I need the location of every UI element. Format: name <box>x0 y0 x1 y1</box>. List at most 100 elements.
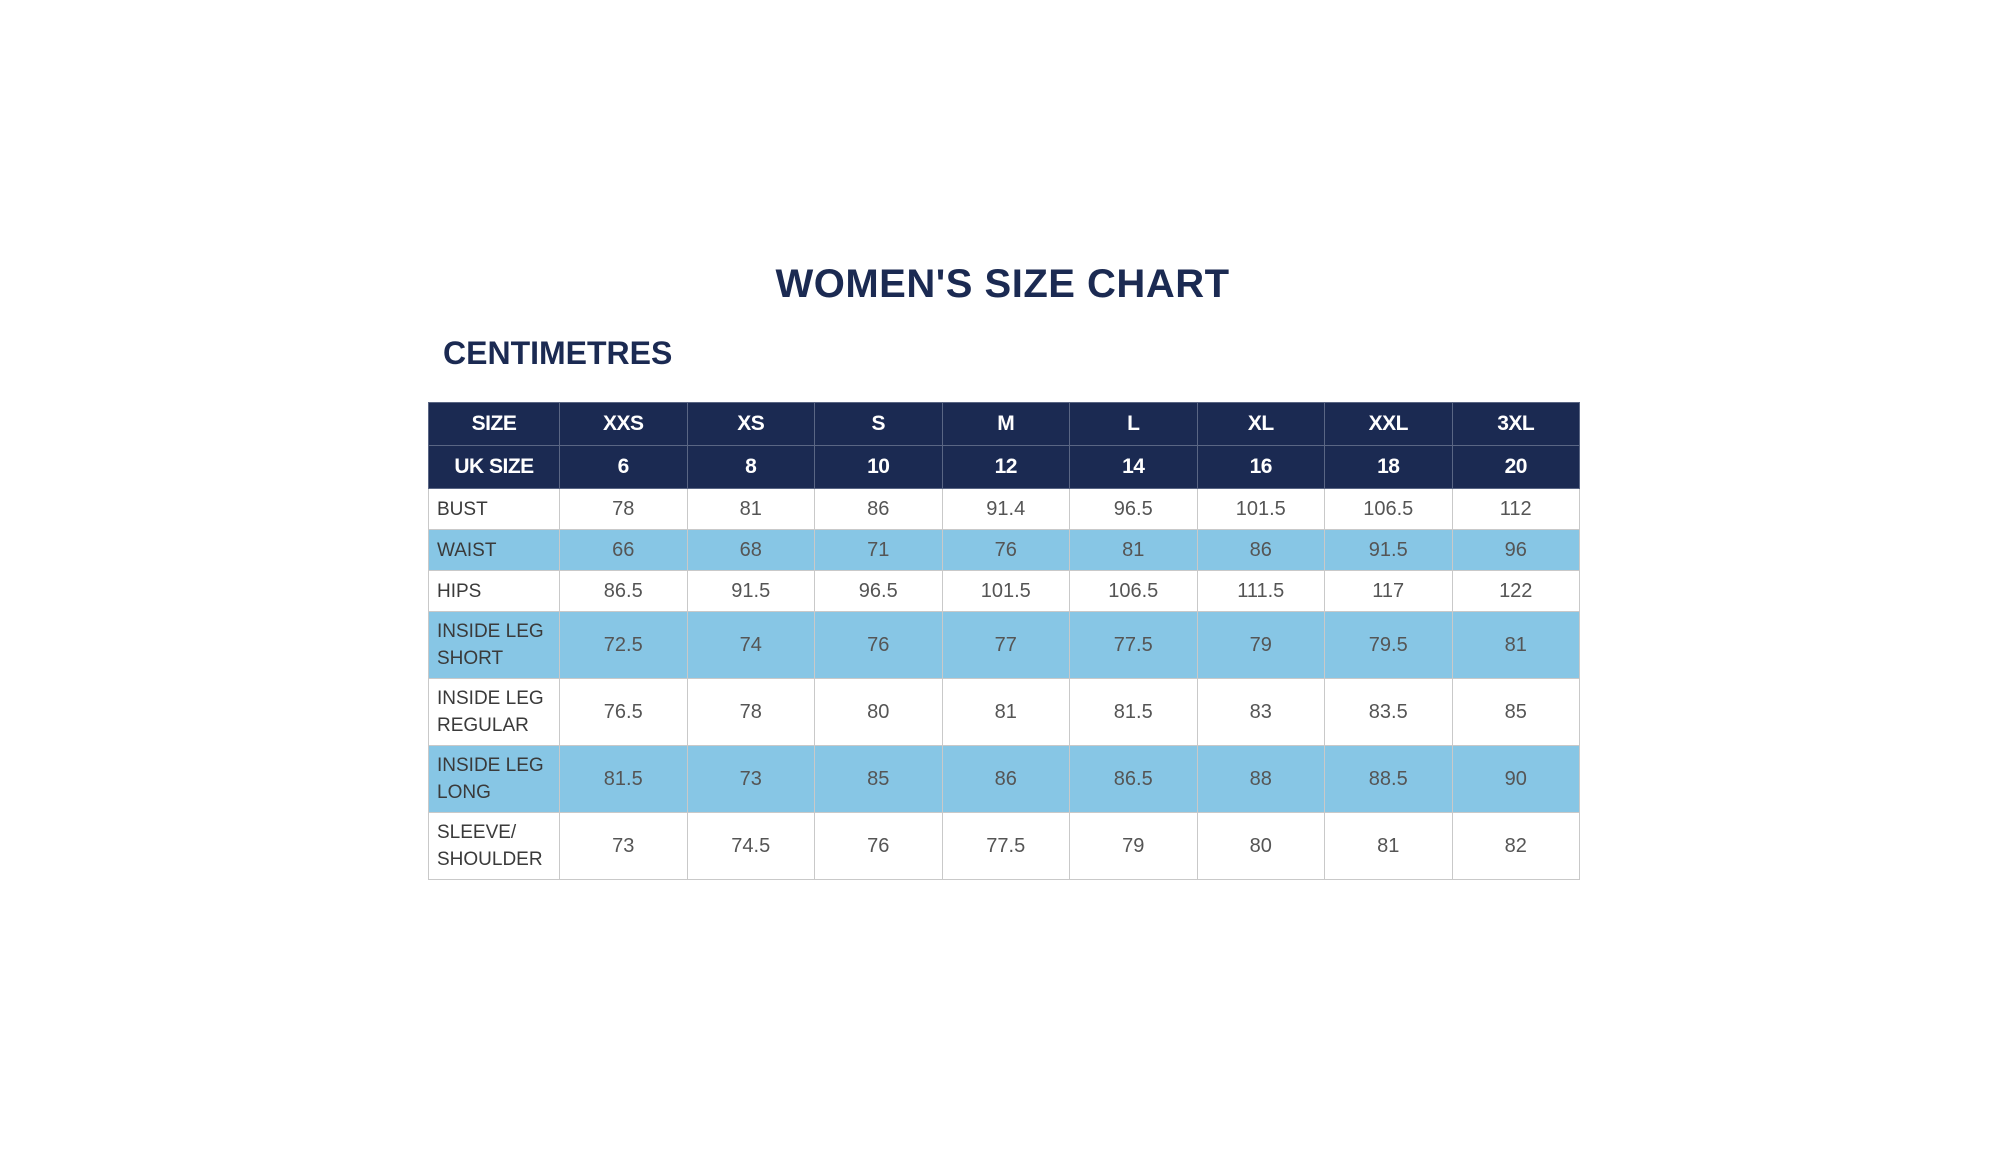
table-cell: 78 <box>559 488 688 530</box>
header-cell: 12 <box>941 445 1070 489</box>
table-cell: 71 <box>814 529 943 571</box>
table-cell: 81.5 <box>559 745 688 813</box>
row-label-line: INSIDE LEG <box>437 688 544 709</box>
page-title: WOMEN'S SIZE CHART <box>775 262 1230 306</box>
table-body: BUST 78 81 86 91.4 96.5 101.5 106.5 112 WAIST 66 68… <box>428 488 1580 880</box>
header-cell: 20 <box>1451 445 1580 489</box>
table-cell: 74.5 <box>686 812 815 880</box>
row-label-line: REGULAR <box>437 715 529 736</box>
table-cell: 72.5 <box>559 611 688 679</box>
table-cell: 66 <box>559 529 688 571</box>
header-cell: 18 <box>1324 445 1453 489</box>
table-cell: 79.5 <box>1324 611 1453 679</box>
table-cell: 91.5 <box>1324 529 1453 571</box>
row-label-line: HIPS <box>437 580 482 602</box>
table-cell: 83 <box>1196 678 1325 746</box>
table-row: WAIST 66 68 71 76 81 86 91.5 96 <box>428 529 1580 571</box>
table-row: INSIDE LEG REGULAR 76.5 78 80 81 81.5 83 83.5 85 <box>428 678 1580 746</box>
table-cell: 91.4 <box>941 488 1070 530</box>
header-cell: S <box>814 402 943 446</box>
header-cell: XL <box>1196 402 1325 446</box>
table-cell: 81 <box>1069 529 1198 571</box>
row-label-line: INSIDE LEG <box>437 755 544 776</box>
row-label-line: WAIST <box>437 539 497 561</box>
table-cell: 96.5 <box>1069 488 1198 530</box>
table-cell: 73 <box>559 812 688 880</box>
table-cell: 86 <box>814 488 943 530</box>
table-cell: 85 <box>814 745 943 813</box>
table-cell: 79 <box>1196 611 1325 679</box>
table-cell: 88 <box>1196 745 1325 813</box>
table-cell: 112 <box>1451 488 1580 530</box>
header-cell: XXL <box>1324 402 1453 446</box>
table-cell: 101.5 <box>1196 488 1325 530</box>
table-cell: 68 <box>686 529 815 571</box>
table-cell: 85 <box>1451 678 1580 746</box>
table-row: SLEEVE/SHOULDER 73 74.5 76 77.5 79 80 81 82 <box>428 812 1580 880</box>
table-cell: 82 <box>1451 812 1580 880</box>
table-cell: 106.5 <box>1324 488 1453 530</box>
table-cell: 81 <box>1324 812 1453 880</box>
header-row-uk-size: UK SIZE 6 8 10 12 14 16 18 20 <box>428 445 1580 489</box>
table-cell: 80 <box>1196 812 1325 880</box>
table-cell: 86.5 <box>559 570 688 612</box>
row-label: WAIST <box>428 529 560 571</box>
table-cell: 76.5 <box>559 678 688 746</box>
table-cell: 77 <box>941 611 1070 679</box>
header-cell: 10 <box>814 445 943 489</box>
table-cell: 77.5 <box>941 812 1070 880</box>
table-cell: 96 <box>1451 529 1580 571</box>
table-cell: 80 <box>814 678 943 746</box>
table-cell: 79 <box>1069 812 1198 880</box>
row-label: INSIDE LEG LONG <box>428 745 560 813</box>
table-cell: 83.5 <box>1324 678 1453 746</box>
table-cell: 111.5 <box>1196 570 1325 612</box>
row-label-line: SHORT <box>437 648 504 669</box>
table-cell: 76 <box>814 611 943 679</box>
row-label: BUST <box>428 488 560 530</box>
row-label: SLEEVE/SHOULDER <box>428 812 560 880</box>
header-label-size: SIZE <box>428 402 560 446</box>
table-cell: 81.5 <box>1069 678 1198 746</box>
header-cell: 3XL <box>1451 402 1580 446</box>
row-label-line: INSIDE LEG <box>437 621 544 642</box>
header-label-uk-size: UK SIZE <box>428 445 560 489</box>
table-cell: 73 <box>686 745 815 813</box>
header-cell: M <box>941 402 1070 446</box>
table-cell: 117 <box>1324 570 1453 612</box>
header-cell: 14 <box>1069 445 1198 489</box>
table-cell: 106.5 <box>1069 570 1198 612</box>
table-cell: 78 <box>686 678 815 746</box>
table-cell: 86 <box>941 745 1070 813</box>
header-row-size: SIZE XXS XS S M L XL XXL 3XL <box>428 402 1580 446</box>
units-heading: CENTIMETRES <box>443 335 673 371</box>
table-cell: 76 <box>814 812 943 880</box>
table-cell: 81 <box>686 488 815 530</box>
row-label: INSIDE LEG SHORT <box>428 611 560 679</box>
header-cell: XXS <box>559 402 688 446</box>
row-label-line: SHOULDER <box>437 849 543 870</box>
header-cell: 16 <box>1196 445 1325 489</box>
row-label-line: SLEEVE/ <box>437 822 517 843</box>
table-cell: 90 <box>1451 745 1580 813</box>
row-label-line: BUST <box>437 498 488 520</box>
table-row: BUST 78 81 86 91.4 96.5 101.5 106.5 112 <box>428 488 1580 530</box>
table-header: SIZE XXS XS S M L XL XXL 3XL UK SIZE 6 8… <box>428 402 1580 489</box>
table-cell: 74 <box>686 611 815 679</box>
row-label: HIPS <box>428 570 560 612</box>
header-cell: XS <box>686 402 815 446</box>
table-cell: 91.5 <box>686 570 815 612</box>
header-cell: 6 <box>559 445 688 489</box>
table-row: HIPS 86.5 91.5 96.5 101.5 106.5 111.5 117 122 <box>428 570 1580 612</box>
table-cell: 101.5 <box>941 570 1070 612</box>
table-cell: 81 <box>941 678 1070 746</box>
header-cell: L <box>1069 402 1198 446</box>
table-cell: 122 <box>1451 570 1580 612</box>
table-row: INSIDE LEG LONG 81.5 73 85 86 86.5 88 88.5 90 <box>428 745 1580 813</box>
table-row: INSIDE LEG SHORT 72.5 74 76 77 77.5 79 79.5 81 <box>428 611 1580 679</box>
row-label: INSIDE LEG REGULAR <box>428 678 560 746</box>
table-cell: 76 <box>941 529 1070 571</box>
row-label-line: LONG <box>437 782 491 803</box>
table-cell: 81 <box>1451 611 1580 679</box>
table-cell: 96.5 <box>814 570 943 612</box>
